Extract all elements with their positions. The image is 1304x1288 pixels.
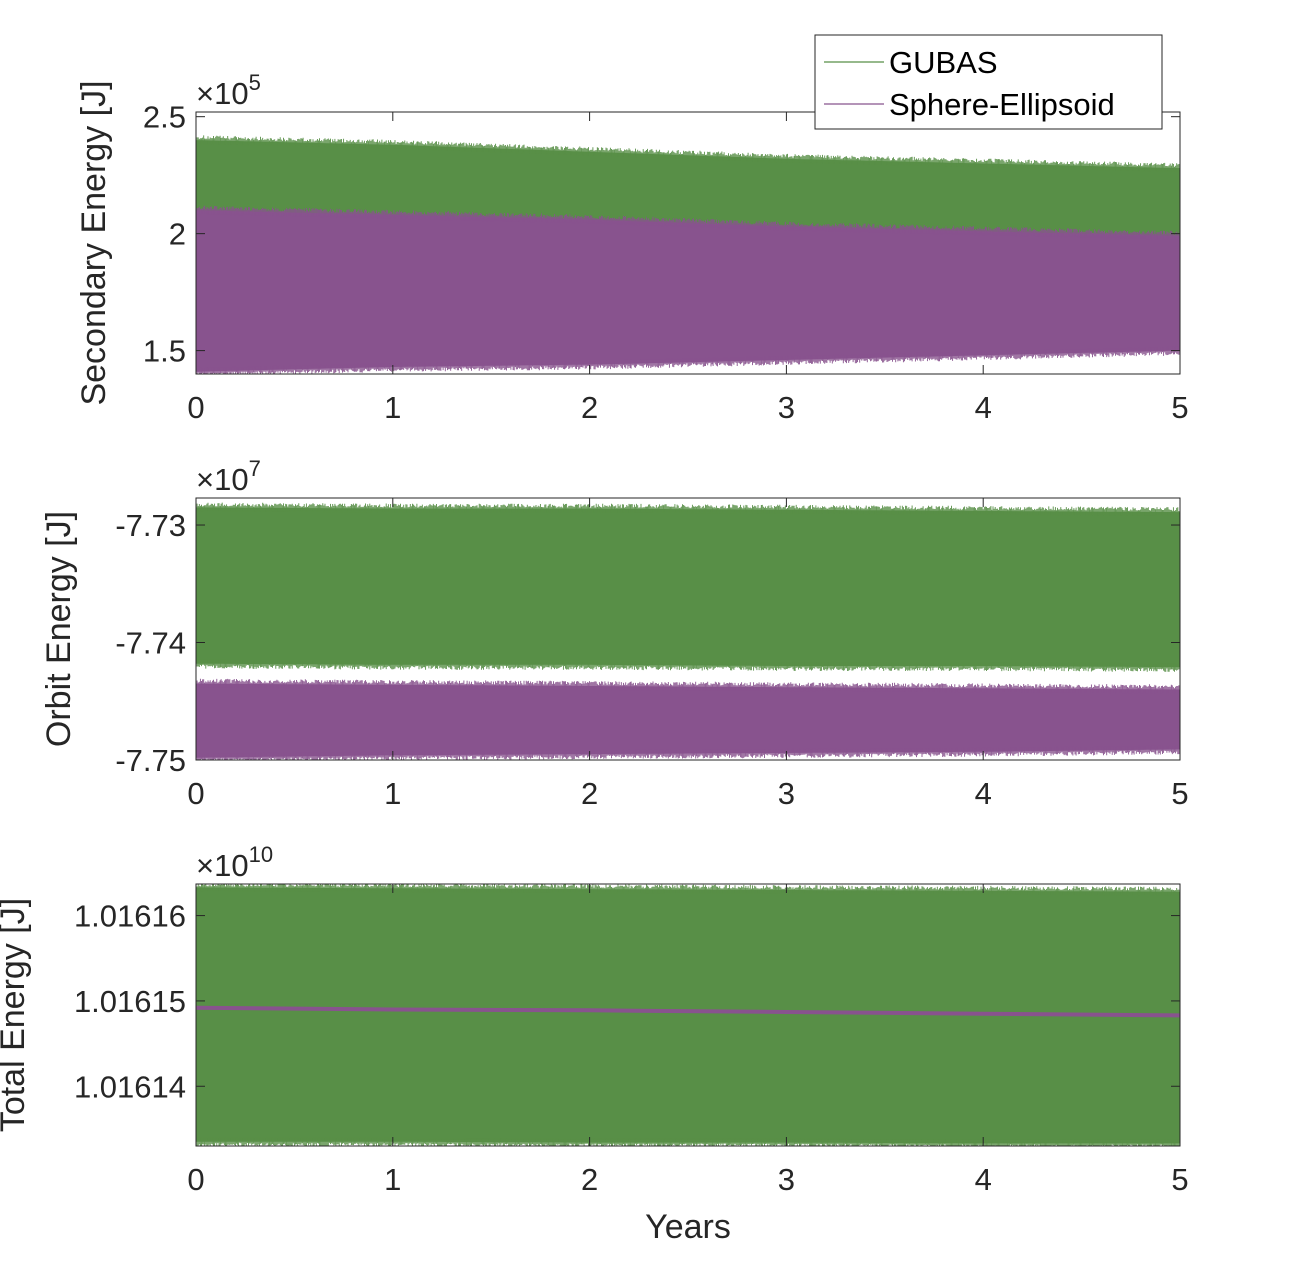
x-tick-label: 1 bbox=[384, 390, 401, 425]
panel-bottom: 0 1 2 3 4 5 1.01614 1.01615 1.01616 ×1010 Total En… bbox=[0, 842, 1189, 1246]
panel-middle: 0 1 2 3 4 5 -7.75 -7.74 -7.73 ×107 Orbit Energy [J… bbox=[40, 456, 1189, 811]
y-axis-label-bottom: Total Energy [J] bbox=[0, 898, 32, 1132]
legend-label: Sphere-Ellipsoid bbox=[889, 87, 1115, 122]
series-oscillation-gubas bbox=[196, 502, 1180, 672]
x-tick-label: 0 bbox=[187, 390, 204, 425]
y-tick-label: -7.74 bbox=[115, 626, 186, 661]
x-tick-label: 2 bbox=[581, 1162, 598, 1197]
series-band-gubas bbox=[196, 887, 1180, 1144]
x-tick-label: 1 bbox=[384, 776, 401, 811]
x-tick-label: 4 bbox=[975, 390, 992, 425]
x-tick-label: 3 bbox=[778, 390, 795, 425]
axis-multiplier-top: ×105 bbox=[196, 70, 261, 111]
y-axis-label-middle: Orbit Energy [J] bbox=[40, 511, 78, 747]
legend-label: GUBAS bbox=[889, 45, 998, 80]
axes-box-top bbox=[195, 111, 1181, 375]
plot-area-bottom bbox=[196, 884, 1180, 1146]
y-tick-label: 1.01615 bbox=[74, 984, 186, 1019]
axes-box-middle bbox=[195, 497, 1181, 761]
x-tick-label: 4 bbox=[975, 776, 992, 811]
x-tick-label: 2 bbox=[581, 776, 598, 811]
panel-top: 0 1 2 3 4 5 1.5 2 2.5 ×105 Secondary Energy [J] bbox=[75, 70, 1189, 425]
plot-area-top bbox=[196, 135, 1180, 374]
y-tick-label: -7.75 bbox=[115, 743, 186, 778]
x-tick-label: 4 bbox=[975, 1162, 992, 1197]
y-tick-label: 1.5 bbox=[143, 334, 186, 369]
x-tick-label: 1 bbox=[384, 1162, 401, 1197]
axis-multiplier-middle: ×107 bbox=[196, 456, 261, 497]
series-band-sphere-ellipsoid bbox=[196, 683, 1180, 758]
axis-multiplier-bottom: ×1010 bbox=[196, 842, 273, 883]
x-axis-label: Years bbox=[645, 1208, 731, 1246]
y-tick-label: 1.01616 bbox=[74, 899, 186, 934]
x-tick-label: 3 bbox=[778, 776, 795, 811]
y-tick-label: 1.01614 bbox=[74, 1069, 186, 1104]
plot-area-middle bbox=[196, 502, 1180, 760]
y-tick-label: 2 bbox=[169, 217, 186, 252]
y-tick-label: -7.73 bbox=[115, 508, 186, 543]
x-tick-label: 0 bbox=[187, 1162, 204, 1197]
series-line-sphere-ellipsoid bbox=[196, 1005, 1180, 1018]
y-tick-label: 2.5 bbox=[143, 100, 186, 135]
series-oscillation-sphere-ellipsoid bbox=[196, 205, 1180, 374]
legend: GUBAS Sphere-Ellipsoid bbox=[814, 34, 1163, 130]
x-tick-label: 0 bbox=[187, 776, 204, 811]
x-tick-label: 3 bbox=[778, 1162, 795, 1197]
x-tick-label: 5 bbox=[1171, 1162, 1188, 1197]
series-oscillation-gubas bbox=[196, 884, 1180, 1146]
x-tick-label: 2 bbox=[581, 390, 598, 425]
y-axis-label-top: Secondary Energy [J] bbox=[75, 80, 113, 405]
x-tick-label: 5 bbox=[1171, 390, 1188, 425]
axes-box-bottom bbox=[195, 883, 1181, 1147]
series-oscillation-sphere-ellipsoid bbox=[196, 678, 1180, 760]
series-band-sphere-ellipsoid bbox=[196, 210, 1180, 372]
x-tick-label: 5 bbox=[1171, 776, 1188, 811]
legend-box bbox=[814, 34, 1163, 130]
series-band-gubas bbox=[196, 507, 1180, 668]
